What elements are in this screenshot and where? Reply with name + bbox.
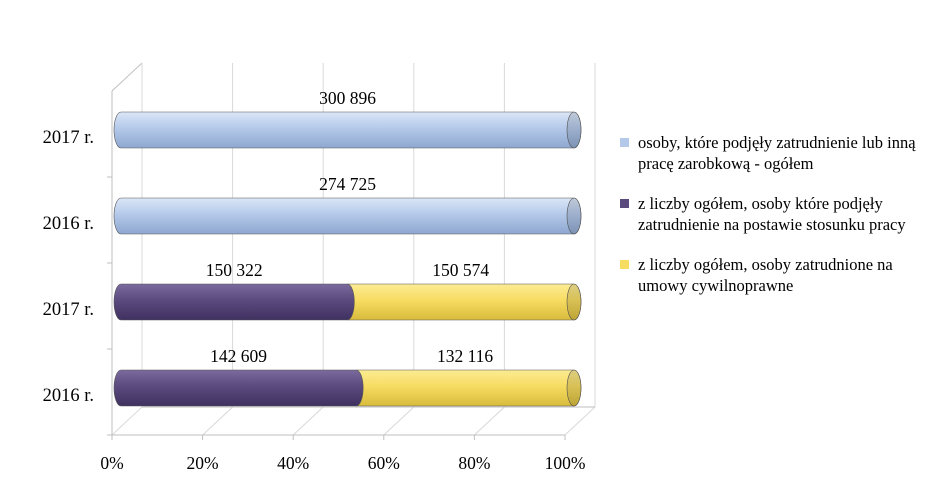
legend-swatch-employment	[620, 199, 629, 208]
data-label: 150 322	[206, 260, 263, 280]
legend-label-total: osoby, które podjęły zatrudnienie lub in…	[638, 133, 916, 173]
legend: osoby, które podjęły zatrudnienie lub in…	[620, 132, 935, 315]
x-tick-label: 60%	[368, 453, 400, 473]
floor-gridline	[202, 406, 233, 436]
data-label: 274 725	[319, 174, 376, 194]
floor-gridline	[383, 406, 415, 436]
y-tick-label: 2016 r.	[43, 386, 94, 406]
bar-end-cap-shade	[567, 112, 581, 148]
legend-swatch-civil	[620, 260, 629, 269]
legend-label-civil: z liczby ogółem, osoby zatrudnione na um…	[638, 255, 893, 295]
legend-label-employment: z liczby ogółem, osoby które podjęły zat…	[638, 194, 906, 234]
bar-end-cap	[566, 111, 582, 149]
bar-end-cap	[566, 283, 582, 321]
data-label: 300 896	[319, 88, 376, 108]
x-tick-label: 80%	[458, 453, 490, 473]
floor-gridline	[564, 406, 596, 436]
bar-segment	[113, 197, 582, 235]
x-tick-label: 0%	[100, 453, 123, 473]
floor-gridline	[474, 406, 505, 436]
floor-gridline	[292, 406, 324, 436]
data-label: 132 116	[437, 346, 493, 366]
y-tick-label: 2016 r.	[43, 214, 94, 234]
bar-segment	[113, 111, 582, 149]
y-tick-label: 2017 r.	[43, 300, 94, 320]
legend-item-civil: z liczby ogółem, osoby zatrudnione na um…	[620, 254, 935, 296]
x-tick-label: 20%	[187, 453, 219, 473]
legend-item-employment: z liczby ogółem, osoby które podjęły zat…	[620, 193, 935, 235]
bar-segment	[356, 369, 582, 407]
x-tick-label: 40%	[277, 453, 309, 473]
wall-top-edge	[111, 62, 143, 92]
legend-swatch-total	[620, 138, 629, 147]
bar-segment	[113, 283, 355, 321]
data-label: 142 609	[210, 346, 267, 366]
data-label: 150 574	[432, 260, 489, 280]
bar-segment	[113, 369, 364, 407]
bar-end-cap-shade	[567, 284, 581, 320]
x-tick-label: 100%	[545, 453, 586, 473]
bar-end-cap-shade	[567, 198, 581, 234]
bar-end-cap	[566, 197, 582, 235]
floor-gridline	[111, 406, 143, 436]
bar-end-cap	[566, 369, 582, 407]
bar-end-cap-shade	[567, 370, 581, 406]
legend-item-total: osoby, które podjęły zatrudnienie lub in…	[620, 132, 935, 174]
y-tick-label: 2017 r.	[43, 128, 94, 148]
bar-segment	[347, 283, 582, 321]
